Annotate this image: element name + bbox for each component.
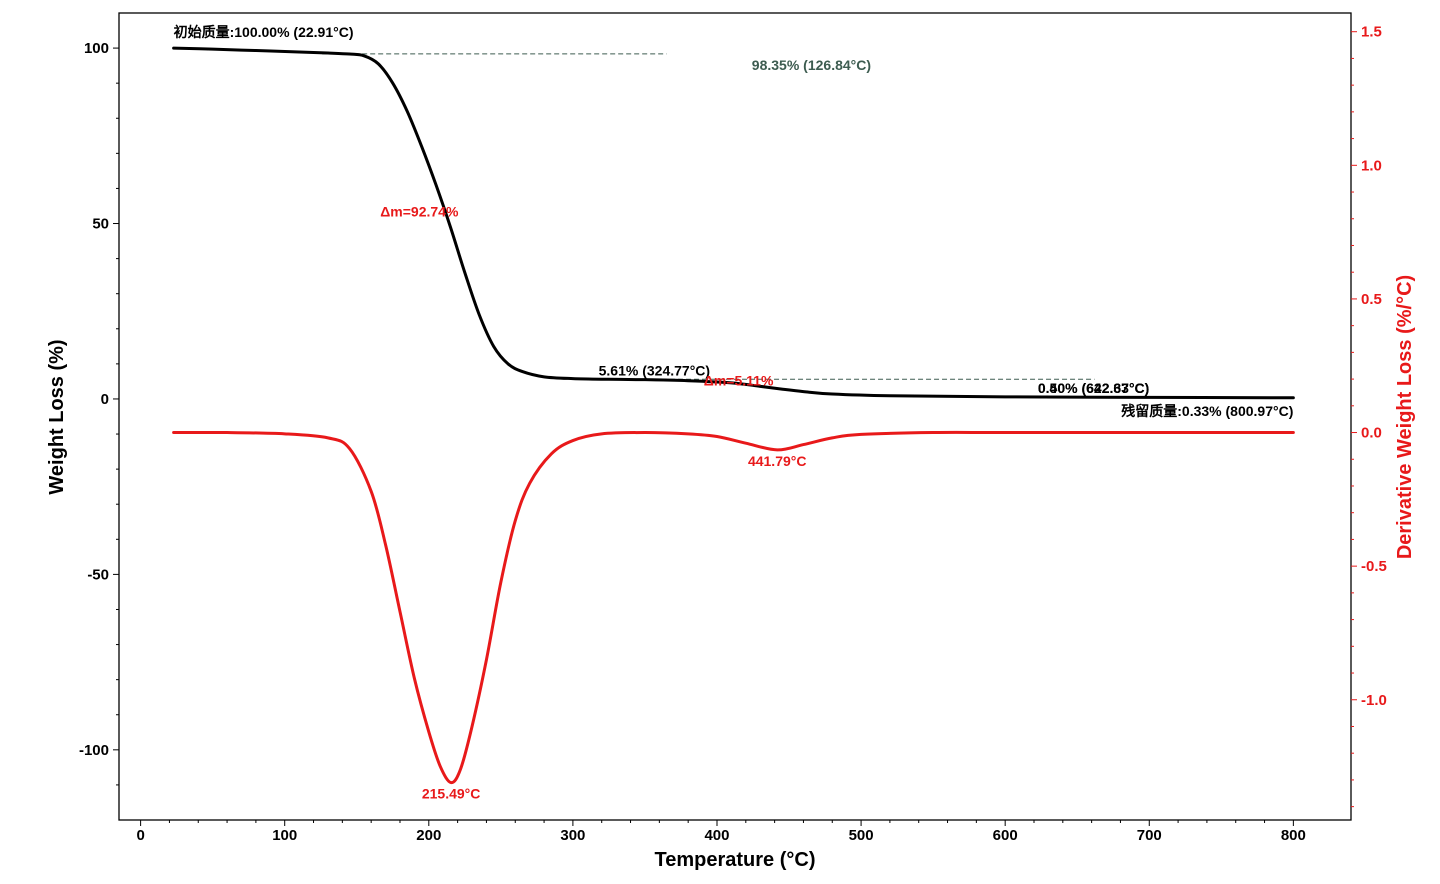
series-layer: [172, 46, 1295, 785]
x-axis-label: Temperature (°C): [655, 849, 816, 871]
series-line-derivative: [172, 430, 1295, 785]
y-left-tick-label: -100: [79, 742, 109, 759]
x-tick-label: 300: [560, 827, 585, 844]
step2-delta-label: Δm=5.11%: [704, 373, 774, 389]
y-right-tick-label: -1.0: [1361, 692, 1387, 709]
step1-end-label: 98.35% (126.84°C): [752, 57, 871, 73]
y-left-tick-label: -50: [87, 566, 109, 583]
series-line-weight: [172, 46, 1295, 400]
y-right-tick-label: -0.5: [1361, 558, 1387, 575]
x-tick-label: 100: [272, 827, 297, 844]
annotation-layer: 初始质量:100.00% (22.91°C) 98.35% (126.84°C) Δ…: [174, 24, 1294, 802]
peak2-label: 441.79°C: [748, 453, 807, 469]
x-tick-label: 800: [1281, 827, 1306, 844]
x-tick-label: 500: [849, 827, 874, 844]
step1-delta-label: Δm=92.74%: [380, 204, 459, 220]
x-tick-label: 200: [416, 827, 441, 844]
x-tick-label: 0: [136, 827, 144, 844]
y-axis-left-label: Weight Loss (%): [46, 339, 68, 494]
x-tick-label: 700: [1137, 827, 1162, 844]
y-left-tick-label: 50: [92, 216, 109, 233]
x-tick-label: 600: [993, 827, 1018, 844]
residual-mass-label: 残留质量:0.33% (800.97°C): [1121, 403, 1293, 419]
x-tick-label: 400: [704, 827, 729, 844]
step2-start-label: 5.61% (324.77°C): [599, 362, 710, 378]
peak1-label: 215.49°C: [422, 786, 481, 802]
step2-end-label-b: 0.50% (642.33°C): [1038, 380, 1149, 396]
y-right-tick-label: 1.0: [1361, 157, 1382, 174]
y-right-tick-label: 0.0: [1361, 425, 1382, 442]
plot-frame: [118, 12, 1352, 821]
y-left-tick-label: 0: [101, 391, 109, 408]
y-left-tick-label: 100: [84, 40, 109, 57]
y-right-tick-label: 0.5: [1361, 291, 1382, 308]
initial-mass-label: 初始质量:100.00% (22.91°C): [174, 24, 354, 40]
y-right-tick-label: 1.5: [1361, 24, 1382, 41]
y-axis-right-label: Derivative Weight Loss (%/°C): [1394, 275, 1416, 559]
axes-layer: 0 100 200 300 400 500 600 700 800 -100 -50 0 50 100 -1…: [79, 24, 1387, 844]
step2-end-label-a: 0.40% (622.67°C): [1038, 380, 1149, 396]
